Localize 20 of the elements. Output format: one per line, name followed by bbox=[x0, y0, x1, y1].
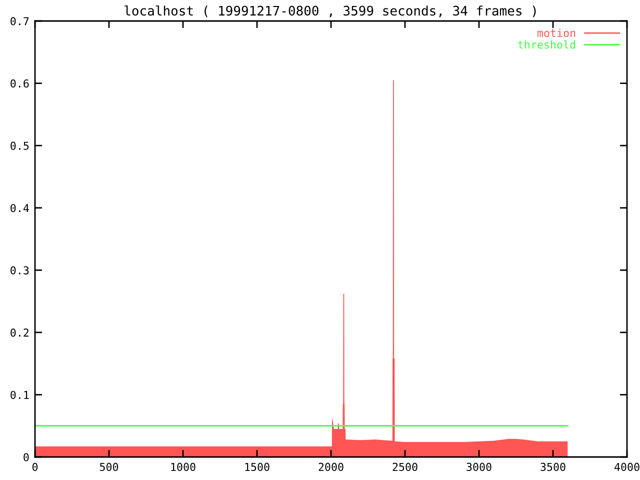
x-tick-label: 4000 bbox=[614, 462, 640, 471]
y-tick-label: 0 bbox=[24, 453, 29, 462]
y-tick-label: 0.2 bbox=[10, 328, 29, 337]
chart-title: localhost ( 19991217-0800 , 3599 seconds, 34 frames ) bbox=[124, 5, 536, 18]
x-tick-label: 1500 bbox=[245, 462, 270, 471]
y-tick-label: 0.3 bbox=[10, 266, 29, 274]
y-tick-label: 0.1 bbox=[10, 390, 29, 400]
legend-label: motion bbox=[538, 28, 576, 38]
x-tick-label: 1000 bbox=[171, 462, 196, 471]
y-tick-label: 0.6 bbox=[10, 79, 29, 88]
y-tick-label: 0.7 bbox=[10, 17, 29, 26]
x-tick-label: 500 bbox=[100, 462, 118, 471]
y-tick-label: 0.4 bbox=[10, 204, 29, 212]
x-tick-label: 3500 bbox=[540, 462, 566, 471]
x-tick-label: 2000 bbox=[318, 462, 344, 471]
x-tick-label: 2500 bbox=[392, 462, 418, 471]
legend-label: threshold bbox=[518, 40, 576, 49]
x-tick-label: 3000 bbox=[466, 462, 492, 471]
y-tick-label: 0.5 bbox=[10, 142, 29, 150]
x-tick-label: 0 bbox=[32, 462, 38, 471]
